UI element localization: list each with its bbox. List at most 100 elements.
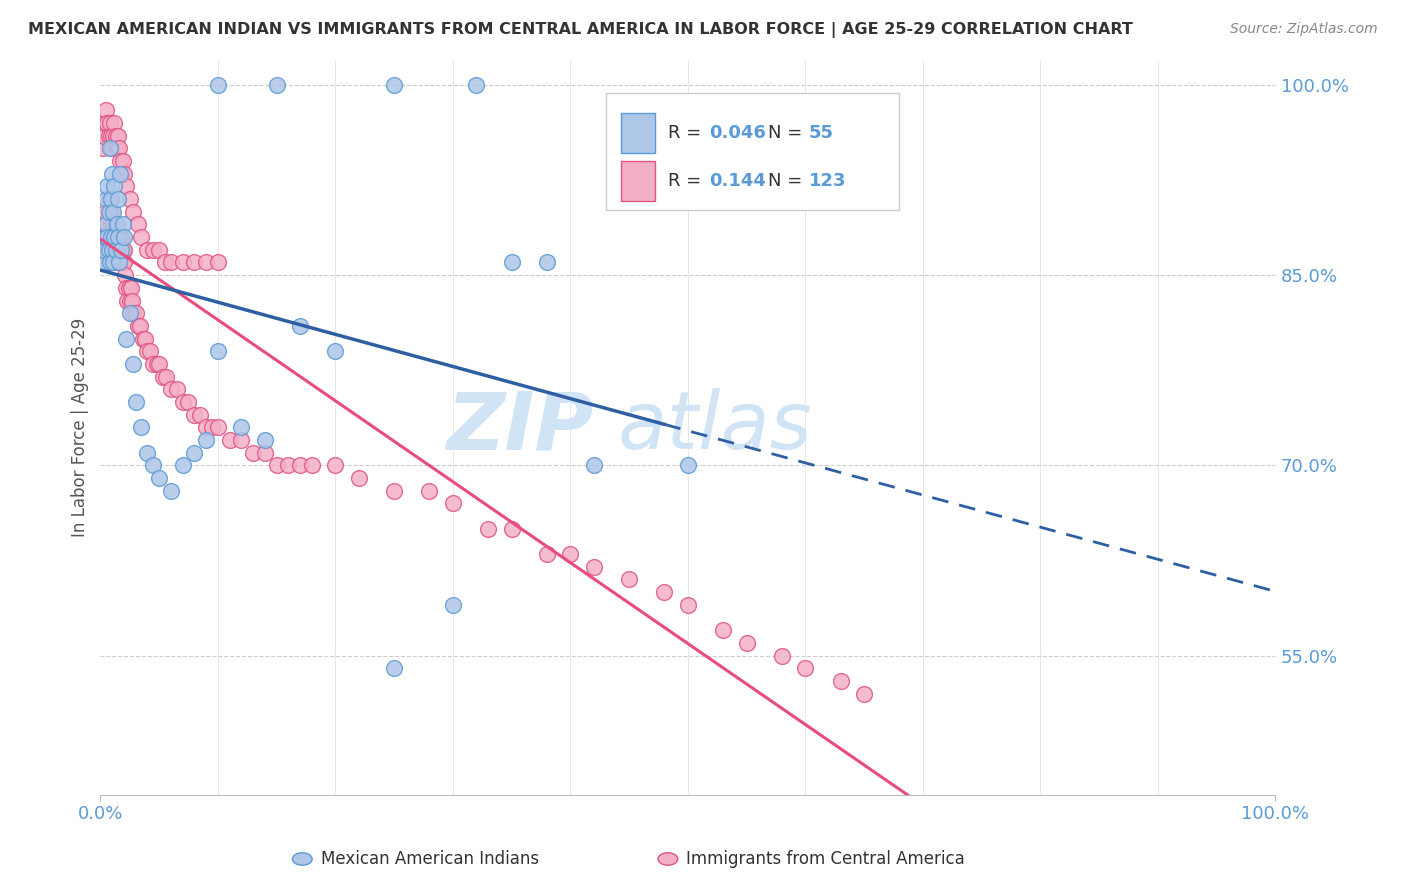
Point [382, 483, 405, 498]
Point [418, 483, 440, 498]
Point [110, 167, 132, 181]
Point [148, 243, 170, 257]
Point [103, 243, 125, 257]
Point [112, 167, 135, 181]
Point [242, 446, 264, 460]
Point [160, 382, 183, 396]
Point [112, 243, 135, 257]
Point [177, 395, 200, 409]
Point [136, 344, 159, 359]
Text: R =: R = [668, 124, 707, 142]
FancyBboxPatch shape [621, 113, 655, 153]
Point [104, 128, 127, 143]
Point [288, 458, 311, 473]
Point [107, 230, 129, 244]
Point [536, 255, 558, 269]
Point [101, 243, 124, 257]
Point [112, 255, 135, 269]
Point [172, 395, 194, 409]
Point [107, 230, 129, 244]
Point [160, 483, 183, 498]
Point [98, 116, 121, 130]
Point [96, 230, 118, 244]
Point [94, 116, 117, 130]
Point [134, 332, 156, 346]
Point [118, 293, 141, 308]
Point [183, 408, 205, 422]
Point [207, 420, 229, 434]
Point [98, 230, 121, 244]
Point [118, 192, 141, 206]
Point [101, 230, 124, 244]
Point [104, 243, 127, 257]
Point [183, 446, 205, 460]
Y-axis label: In Labor Force | Age 25-29: In Labor Force | Age 25-29 [72, 318, 89, 537]
Point [110, 154, 132, 169]
Point [207, 255, 229, 269]
Point [207, 344, 229, 359]
Text: Source: ZipAtlas.com: Source: ZipAtlas.com [1230, 22, 1378, 37]
Point [441, 496, 464, 510]
Point [148, 357, 170, 371]
Point [195, 420, 218, 434]
Text: 123: 123 [808, 172, 846, 190]
Point [129, 318, 152, 333]
Point [96, 116, 118, 130]
Text: R =: R = [668, 172, 707, 190]
Text: MEXICAN AMERICAN INDIAN VS IMMIGRANTS FROM CENTRAL AMERICA IN LABOR FORCE | AGE : MEXICAN AMERICAN INDIAN VS IMMIGRANTS FR… [28, 22, 1133, 38]
Point [111, 154, 134, 169]
Point [105, 230, 128, 244]
Point [97, 243, 120, 257]
Point [103, 230, 125, 244]
Point [105, 218, 128, 232]
Text: ZIP: ZIP [447, 388, 593, 467]
Point [115, 281, 138, 295]
Point [103, 204, 125, 219]
Point [155, 369, 177, 384]
Point [110, 243, 132, 257]
Point [98, 255, 121, 269]
Point [201, 420, 224, 434]
Point [676, 598, 699, 612]
Point [582, 559, 605, 574]
Point [103, 255, 125, 269]
Point [195, 433, 218, 447]
Point [794, 661, 817, 675]
Point [97, 255, 120, 269]
Point [117, 293, 139, 308]
Point [142, 458, 165, 473]
Point [152, 369, 174, 384]
Point [97, 204, 120, 219]
Point [301, 458, 323, 473]
Point [110, 243, 132, 257]
Point [100, 255, 122, 269]
Point [347, 471, 370, 485]
Point [735, 636, 758, 650]
Point [96, 230, 118, 244]
Point [131, 332, 153, 346]
Point [148, 471, 170, 485]
Point [266, 458, 288, 473]
Point [100, 230, 122, 244]
Point [94, 230, 117, 244]
Point [103, 116, 125, 130]
Point [166, 382, 188, 396]
Point [325, 344, 347, 359]
Point [111, 218, 134, 232]
Point [127, 218, 149, 232]
Point [253, 433, 276, 447]
Point [108, 141, 131, 155]
Point [136, 446, 159, 460]
Point [441, 598, 464, 612]
Text: Immigrants from Central America: Immigrants from Central America [686, 850, 965, 868]
Point [107, 255, 129, 269]
Point [266, 78, 288, 92]
Point [195, 255, 218, 269]
Point [103, 179, 125, 194]
Point [111, 255, 134, 269]
Point [231, 420, 253, 434]
Point [104, 218, 127, 232]
Text: Mexican American Indians: Mexican American Indians [321, 850, 538, 868]
Point [617, 573, 640, 587]
Point [96, 192, 118, 206]
